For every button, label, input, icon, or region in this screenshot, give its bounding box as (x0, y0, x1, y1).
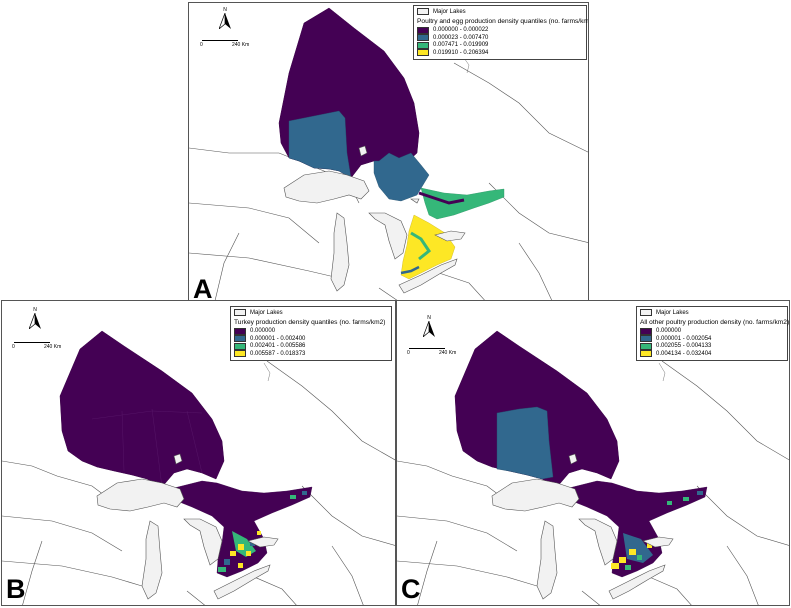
ontario-map-a (189, 7, 588, 303)
legend-lakes-label: Major Lakes (433, 8, 466, 15)
ontario-map-b (2, 325, 395, 605)
lakes-swatch (234, 309, 246, 317)
legend: Major Lakes Turkey production density qu… (230, 306, 392, 361)
legend-title: All other poultry production density (no… (640, 318, 790, 326)
lake-erie (213, 564, 271, 600)
major-lakes (283, 145, 466, 294)
map-panel-c: N 0 240 Km Major Lakes All other poultry… (396, 300, 790, 606)
scale-bar: 0 240 Km (12, 337, 64, 351)
ontario-green-east (420, 187, 505, 220)
lake-ontario (434, 230, 466, 242)
legend-lakes-label: Major Lakes (656, 309, 689, 316)
lake-superior (96, 478, 185, 512)
legend-swatch-2 (234, 335, 246, 343)
scale-start-label: 0 (407, 350, 410, 356)
lake-erie (608, 564, 666, 600)
scale-end-label: 240 Km (44, 344, 62, 350)
legend-swatch-1 (417, 26, 429, 34)
lake-huron (183, 518, 223, 566)
lake-nipissing (410, 198, 420, 204)
legend-title: Turkey production density quantiles (no.… (234, 318, 386, 326)
lake-michigan (141, 520, 163, 600)
legend-swatch-2 (417, 34, 429, 42)
legend-class-4: 0.019910 - 0.206394 (433, 49, 489, 56)
legend-swatch-3 (640, 342, 652, 350)
legend-swatch-2 (640, 335, 652, 343)
north-arrow-icon: N (218, 7, 231, 34)
scale-end-label: 240 Km (439, 350, 457, 356)
panel-letter: B (6, 574, 26, 604)
legend: Major Lakes All other poultry production… (636, 306, 790, 361)
lakes-swatch (417, 8, 429, 16)
panel-letter: C (401, 574, 421, 604)
legend-class-1: 0.000000 - 0.000022 (433, 27, 489, 34)
ontario-southern-region (161, 480, 313, 578)
major-lakes (96, 453, 279, 600)
legend-lakes-label: Major Lakes (250, 309, 283, 316)
legend-class-3: 0.007471 - 0.019909 (433, 42, 489, 49)
map-panel-a: N 0 240 Km Major Lakes Poultry and egg p… (188, 2, 589, 304)
legend-class-2: 0.000001 - 0.002400 (250, 335, 306, 342)
ontario-north-region (59, 330, 225, 488)
major-lakes (491, 453, 674, 600)
lake-superior (491, 478, 580, 512)
scale-start-label: 0 (200, 42, 203, 48)
panel-letter: A (193, 274, 213, 304)
legend-swatch-3 (417, 41, 429, 49)
lakes-swatch (640, 309, 652, 317)
legend-class-1: 0.000000 (656, 328, 682, 335)
legend-swatch-4 (234, 350, 246, 358)
north-arrow-icon: N (422, 315, 435, 342)
north-arrow-icon: N (28, 307, 41, 334)
legend-swatch-1 (234, 327, 246, 335)
north-label: N (33, 307, 37, 313)
legend-class-4: 0.005587 - 0.018373 (250, 350, 306, 357)
admin-borders (397, 360, 789, 605)
poultry-hotspots (611, 491, 703, 570)
lake-huron (578, 518, 618, 566)
scale-end-label: 240 Km (232, 42, 250, 48)
legend-class-3: 0.002401 - 0.005586 (250, 343, 306, 350)
north-label: N (223, 7, 227, 13)
lake-michigan (330, 212, 350, 292)
ontario-blue-east (373, 152, 430, 202)
legend-class-3: 0.002055 - 0.004133 (656, 343, 712, 350)
legend-class-4: 0.004134 - 0.032404 (656, 350, 712, 357)
lake-erie (398, 258, 458, 294)
ontario-southern-region (556, 480, 708, 578)
lake-nipigon (358, 145, 368, 157)
ontario-map-c (397, 325, 789, 605)
north-label: N (427, 315, 431, 321)
scale-start-label: 0 (12, 344, 15, 350)
lake-ontario (642, 536, 674, 548)
lake-nipigon (173, 453, 183, 465)
lake-ontario (247, 536, 279, 548)
legend-swatch-1 (640, 327, 652, 335)
legend-class-2: 0.000001 - 0.002054 (656, 335, 712, 342)
legend-swatch-4 (417, 49, 429, 57)
scale-bar: 0 240 Km (407, 343, 459, 357)
legend-swatch-3 (234, 342, 246, 350)
lake-michigan (536, 520, 558, 600)
legend-class-2: 0.000023 - 0.007470 (433, 34, 489, 41)
legend-title: Poultry and egg production density quant… (417, 17, 589, 25)
scale-bar: 0 240 Km (200, 35, 250, 49)
admin-borders (2, 360, 395, 605)
ontario-blue-west (288, 110, 352, 179)
lake-superior (283, 170, 370, 204)
map-panel-b: N 0 240 Km Major Lakes Turkey production… (1, 300, 396, 606)
lake-nipigon (568, 453, 578, 465)
ontario-blue-west (496, 406, 554, 480)
turkey-hotspots (218, 491, 307, 572)
legend-class-1: 0.000000 (250, 328, 276, 335)
lake-huron (368, 212, 408, 260)
legend: Major Lakes Poultry and egg production d… (413, 5, 589, 60)
legend-swatch-4 (640, 350, 652, 358)
